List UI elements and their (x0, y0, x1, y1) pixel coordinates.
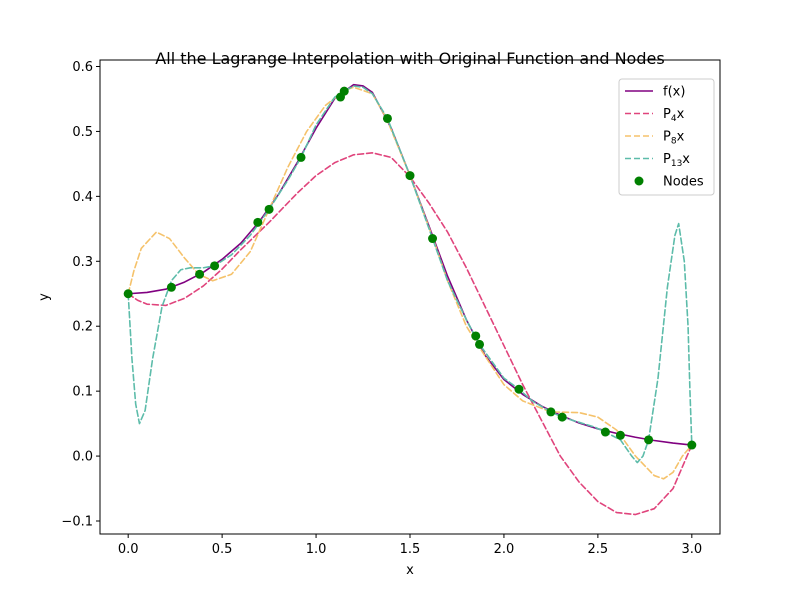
y-tick-label: 0.4 (72, 190, 93, 205)
y-tick-label: 0.6 (72, 60, 93, 75)
x-tick-label: 1.0 (306, 542, 327, 557)
axes: 0.0 0.5 1.0 1.5 2.0 2.5 3.0 −0.1 0.0 0.1 0.2 0.3 0.4… (61, 60, 702, 557)
x-tick-label: 0.5 (212, 542, 233, 557)
y-tick-label: 0.3 (72, 255, 93, 270)
node-point (210, 261, 220, 271)
series-line-3 (127, 86, 693, 480)
node-point (471, 331, 481, 341)
node-point (600, 427, 610, 437)
legend-label: Nodes (663, 175, 704, 190)
node-point (514, 384, 524, 394)
node-point (123, 289, 133, 299)
x-tick-label: 2.0 (494, 542, 515, 557)
legend-label: P8x (663, 130, 685, 147)
y-tick-label: 0.5 (72, 125, 93, 140)
series-line-2 (127, 152, 693, 516)
node-point (166, 282, 176, 292)
node-point (546, 407, 556, 417)
y-tick-label: 0.2 (72, 320, 93, 335)
legend-label: f(x) (663, 85, 685, 100)
y-tick-label: 0.0 (72, 450, 93, 465)
legend-swatch-nodes (634, 176, 644, 186)
plot-area (123, 83, 697, 516)
x-tick-label: 2.5 (588, 542, 609, 557)
node-point (615, 430, 625, 440)
node-point (428, 234, 438, 244)
x-tick-label: 1.5 (400, 542, 421, 557)
x-tick-label: 0.0 (118, 542, 139, 557)
legend-box (618, 78, 715, 196)
node-point (296, 152, 306, 162)
node-point (405, 171, 415, 181)
series-line-4 (127, 85, 693, 464)
legend-label: P4x (663, 107, 685, 124)
node-point (475, 339, 485, 349)
chart-title: All the Lagrange Interpolation with Orig… (155, 49, 664, 68)
node-point (382, 113, 392, 123)
y-axis-label: y (37, 293, 52, 301)
node-point (557, 412, 567, 422)
node-point (253, 217, 263, 227)
node-point (195, 269, 205, 279)
node-point (264, 204, 274, 214)
node-point (687, 440, 697, 450)
y-tick-label: 0.1 (72, 385, 93, 400)
node-point (644, 435, 654, 445)
node-point (339, 86, 349, 96)
legend: f(x) P4x P8x P13x Nodes (618, 78, 715, 196)
y-tick-label: −0.1 (61, 515, 93, 530)
legend-label: P13x (663, 152, 690, 169)
x-axis-label: x (406, 563, 414, 578)
x-tick-label: 3.0 (681, 542, 702, 557)
